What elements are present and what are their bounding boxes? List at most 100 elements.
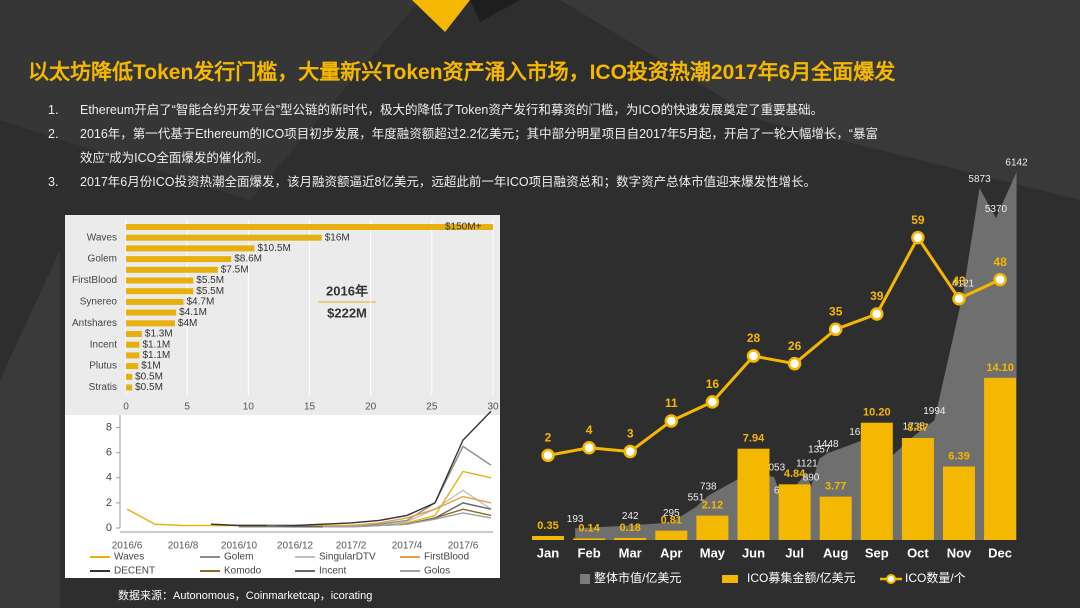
area-label: 1735 <box>903 422 926 433</box>
x-tick-label: 30 <box>487 402 499 413</box>
line-marker <box>952 291 966 306</box>
value-label: $1.3M <box>145 329 173 340</box>
bar <box>126 331 142 337</box>
x-tick-label: Jun <box>742 545 765 560</box>
y-tick-label: Golem <box>88 254 117 265</box>
line-marker <box>828 322 843 337</box>
bar-label: 8.87 <box>907 422 928 434</box>
area-label: 6142 <box>1005 158 1028 169</box>
bar <box>126 298 184 305</box>
area-label: 1121 <box>796 458 818 469</box>
x-tick-label: 5 <box>184 402 190 413</box>
bg-triangle <box>470 0 520 22</box>
legend-label: SingularDTV <box>319 552 376 563</box>
legend-label: Golos <box>424 566 450 577</box>
bar-label: 0.81 <box>661 515 682 527</box>
line-label: 28 <box>747 331 761 345</box>
x-tick-label: 2016/12 <box>277 541 314 552</box>
bar <box>126 309 177 316</box>
area-label: 242 <box>622 511 639 522</box>
bar <box>655 530 688 540</box>
y-tick-label: Plutus <box>89 361 117 372</box>
area-label: 551 <box>688 493 705 504</box>
legend-swatch <box>722 575 738 583</box>
line-marker <box>746 349 761 363</box>
y-tick-label: Stratis <box>89 382 117 393</box>
y-tick-label: Waves <box>87 232 117 243</box>
bar-label: 2.12 <box>702 500 723 512</box>
annotation-total: $222M <box>327 305 367 320</box>
bar <box>901 437 934 540</box>
y-tick-label: 4 <box>106 472 112 484</box>
value-label: $150M+ <box>445 222 482 233</box>
bg-shape <box>0 250 60 608</box>
x-tick-label: Aug <box>823 545 848 560</box>
line-label: 26 <box>788 339 802 353</box>
x-tick-label: Apr <box>660 545 682 560</box>
area-label: 1357 <box>808 444 831 455</box>
legend-label: ICO数量/个 <box>905 570 966 585</box>
line-marker <box>911 230 925 245</box>
bar-label: 7.94 <box>743 433 765 445</box>
line-marker <box>993 272 1007 287</box>
bar <box>532 535 564 540</box>
legend-swatch <box>886 574 896 584</box>
value-label: $7.5M <box>221 264 249 275</box>
line-label: 2 <box>545 431 552 445</box>
line-label: 16 <box>706 377 720 391</box>
bg-shape <box>560 0 1080 200</box>
x-tick-label: Dec <box>988 545 1012 560</box>
y-tick-label: Antshares <box>72 318 117 329</box>
x-tick-label: 10 <box>243 402 255 413</box>
line-label: 39 <box>870 289 884 303</box>
line-label: 11 <box>665 396 678 410</box>
y-tick-label: Incent <box>90 339 117 350</box>
legend-label: Golem <box>224 552 253 563</box>
bar <box>614 537 647 540</box>
bar-label: 6.39 <box>948 450 969 462</box>
bar <box>126 288 194 295</box>
x-tick-label: May <box>700 545 726 560</box>
bar-label: 0.14 <box>578 522 600 534</box>
bar <box>126 234 322 241</box>
line-label: 3 <box>627 427 634 441</box>
line-label: 4 <box>586 423 593 437</box>
x-tick-label: Jan <box>537 545 559 560</box>
line-marker <box>541 448 555 463</box>
x-tick-label: 0 <box>123 402 129 413</box>
x-tick-label: 2017/2 <box>336 541 367 552</box>
legend-label: Komodo <box>224 566 262 577</box>
x-tick-label: Sep <box>865 545 889 560</box>
panel-line <box>65 415 500 578</box>
bar <box>126 245 255 252</box>
bar <box>737 448 770 540</box>
annotation-year: 2016年 <box>326 283 368 298</box>
line-marker <box>582 440 596 455</box>
y-tick-label: 0 <box>106 522 112 534</box>
x-tick-label: 20 <box>365 402 377 413</box>
y-tick-label: 8 <box>106 421 112 433</box>
line-marker <box>705 395 720 409</box>
value-label: $4.7M <box>186 297 214 308</box>
legend-label: FirstBlood <box>424 552 469 563</box>
x-tick-label: Jul <box>785 545 804 560</box>
bullet-marker: 1. <box>48 103 59 117</box>
bar <box>126 266 218 273</box>
line-marker <box>787 356 802 371</box>
legend-label: ICO募集金额/亿美元 <box>747 570 856 585</box>
value-label: $1M <box>141 361 160 372</box>
value-label: $8.6M <box>234 254 262 265</box>
y-tick-label: Synereo <box>80 297 118 308</box>
x-tick-label: Feb <box>578 545 601 560</box>
legend-label: Incent <box>319 566 346 577</box>
area-label: 4121 <box>952 279 975 290</box>
y-tick-label: FirstBlood <box>72 275 117 286</box>
value-label: $1.1M <box>142 339 170 350</box>
value-label: $4.1M <box>179 307 207 318</box>
area-label: 738 <box>700 481 717 492</box>
line-label: 43 <box>952 274 966 288</box>
bar-label: 0.18 <box>619 522 640 534</box>
value-label: $16M <box>325 232 350 243</box>
